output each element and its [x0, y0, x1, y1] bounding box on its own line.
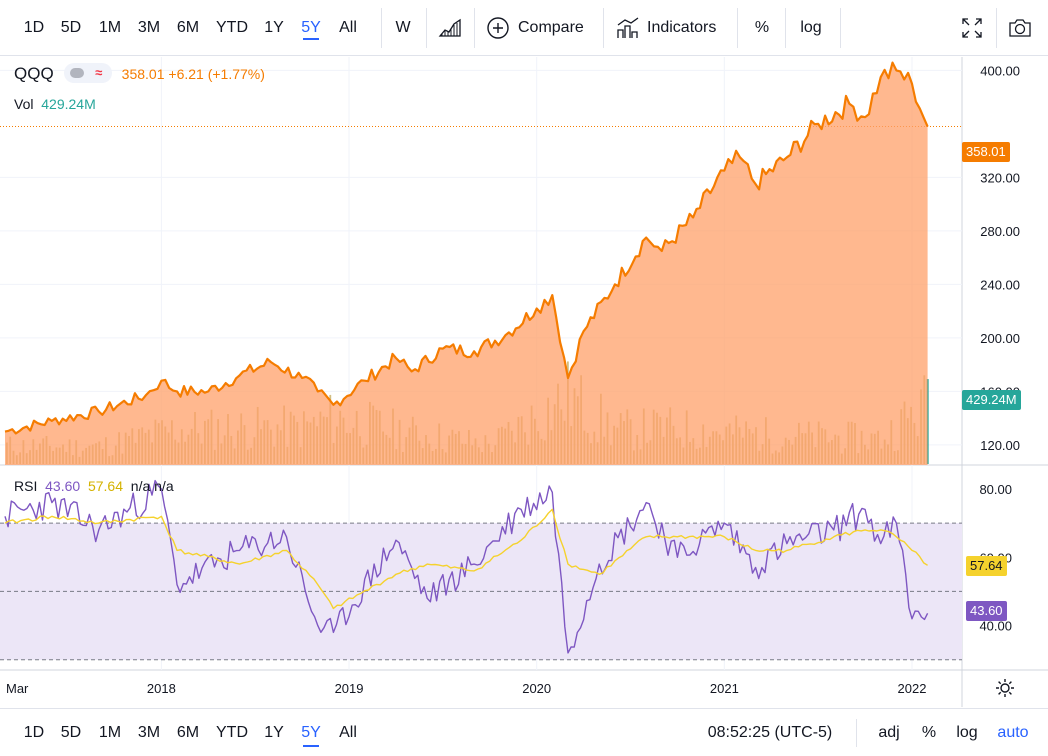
adjust-button[interactable]: adj: [878, 724, 900, 741]
bottom-range-1y[interactable]: 1Y: [264, 724, 284, 741]
rsi-tick-label: 80.00: [979, 482, 1012, 497]
toolbar-separator: [381, 8, 382, 48]
time-axis-label: 2019: [335, 681, 364, 696]
bottom-range-6m[interactable]: 6M: [176, 724, 200, 741]
clock-timezone[interactable]: 08:52:25 (UTC-5): [707, 724, 833, 741]
rsi-tag: 43.60: [966, 601, 1007, 621]
percent-scale-button[interactable]: %: [754, 19, 770, 36]
rsi-band-background: [0, 523, 962, 660]
rsi-tick-label: 40.00: [979, 619, 1012, 634]
toolbar-separator: [856, 719, 857, 747]
price-area-fill: [5, 62, 928, 465]
camera-icon[interactable]: [1006, 14, 1034, 42]
series-toggle-pill[interactable]: ≈: [63, 63, 112, 84]
rsi-legend: RSI 43.60 57.64 n/a n/a: [14, 478, 174, 494]
volume-tag: 429.24M: [962, 390, 1021, 410]
bottom-range-1d[interactable]: 1D: [23, 724, 45, 741]
toolbar-separator: [785, 8, 786, 48]
bottom-range-1m[interactable]: 1M: [98, 724, 122, 741]
price-tick-label: 320.00: [980, 170, 1020, 185]
top-range-5d[interactable]: 5D: [60, 19, 82, 36]
top-range-6m[interactable]: 6M: [176, 19, 200, 36]
price-line: [4, 61, 929, 435]
top-range-1m[interactable]: 1M: [98, 19, 122, 36]
time-axis-label: 2022: [898, 681, 927, 696]
time-axis-label: Mar: [6, 681, 29, 696]
time-axis-label: 2021: [710, 681, 739, 696]
volume-legend: Vol 429.24M: [14, 96, 96, 112]
indicators-button[interactable]: Indicators: [647, 19, 717, 36]
price-legend: QQQ ≈358.01 +6.21 (+1.77%): [14, 63, 265, 85]
symbol-label[interactable]: QQQ: [14, 64, 54, 83]
toolbar-separator: [737, 8, 738, 48]
compare-plus-icon[interactable]: [484, 14, 512, 42]
top-range-5y[interactable]: 5Y: [298, 12, 324, 44]
toolbar-separator: [840, 8, 841, 48]
rsi-na-2: n/a: [154, 478, 174, 494]
last-price: 358.01: [121, 66, 165, 82]
log-scale-button-bottom[interactable]: log: [956, 724, 978, 741]
rsi-ma-value: 57.64: [87, 478, 123, 494]
indicators-icon[interactable]: [614, 14, 642, 42]
bottom-range-3m[interactable]: 3M: [137, 724, 161, 741]
price-change: +6.21: [168, 66, 204, 82]
price-tick-label: 240.00: [980, 277, 1020, 292]
fullscreen-icon[interactable]: [958, 14, 986, 42]
settings-gear-icon[interactable]: [994, 677, 1016, 699]
price-tick-label: 280.00: [980, 224, 1020, 239]
rsi-ma-tag: 57.64: [966, 556, 1007, 576]
price-tick-label: 200.00: [980, 331, 1020, 346]
toolbar-separator: [474, 8, 475, 48]
rsi-ma-line: [4, 508, 928, 610]
bottom-toolbar: 1D 5D 1M 3M 6M YTD 1Y 5Y All 08:52:25 (UTC-5) ad…: [0, 708, 1048, 756]
chart-canvas[interactable]: 400.00320.00280.00240.00200.00160.00120.…: [0, 57, 1048, 707]
hide-series-icon[interactable]: [69, 68, 84, 79]
rsi-label: RSI: [14, 478, 38, 494]
rsi-line: [4, 479, 929, 654]
time-axis-label: 2020: [522, 681, 551, 696]
bottom-range-5y[interactable]: 5Y: [298, 717, 324, 749]
rsi-na-1: n/a: [130, 478, 151, 494]
top-toolbar: 1D 5D 1M 3M 6M YTD 1Y 5Y All W Compare Indicator…: [0, 0, 1048, 56]
bottom-range-all[interactable]: All: [339, 724, 357, 741]
area-chart-style-icon[interactable]: [436, 14, 464, 42]
toolbar-separator: [996, 8, 997, 48]
approx-icon[interactable]: ≈: [95, 65, 103, 81]
volume-value: 429.24M: [41, 96, 96, 112]
last-price-tag: 358.01: [962, 142, 1010, 162]
auto-scale-button[interactable]: auto: [997, 724, 1029, 741]
time-axis-label: 2018: [147, 681, 176, 696]
volume-label: Vol: [14, 96, 34, 112]
price-tick-label: 400.00: [980, 63, 1020, 78]
price-tick-label: 120.00: [980, 438, 1020, 453]
compare-button[interactable]: Compare: [518, 19, 584, 36]
top-range-1y[interactable]: 1Y: [264, 19, 284, 36]
toolbar-separator: [426, 8, 427, 48]
volume-bar-latest: [926, 379, 929, 464]
price-change-percent: (+1.77%): [207, 66, 265, 82]
bottom-range-ytd[interactable]: YTD: [216, 724, 248, 741]
bottom-range-5d[interactable]: 5D: [60, 724, 82, 741]
rsi-value: 43.60: [45, 478, 81, 494]
toolbar-separator: [603, 8, 604, 48]
percent-scale-button-bottom[interactable]: %: [921, 724, 937, 741]
top-range-1d[interactable]: 1D: [23, 19, 45, 36]
log-scale-button[interactable]: log: [800, 19, 822, 36]
top-range-all[interactable]: All: [339, 19, 357, 36]
interval-button[interactable]: W: [395, 19, 411, 36]
top-range-ytd[interactable]: YTD: [216, 19, 248, 36]
top-range-3m[interactable]: 3M: [137, 19, 161, 36]
